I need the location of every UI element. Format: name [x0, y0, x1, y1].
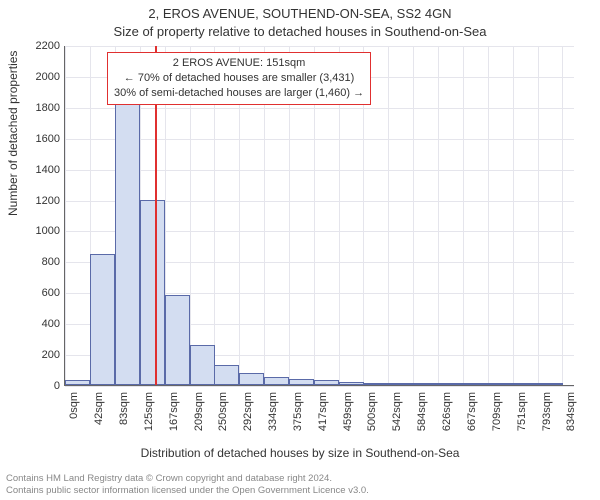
- xtick-label: 584sqm: [416, 392, 428, 431]
- x-axis-label: Distribution of detached houses by size …: [0, 446, 600, 460]
- xtick-label: 417sqm: [317, 392, 329, 431]
- histogram-bar: [190, 345, 215, 385]
- xtick-label: 626sqm: [441, 392, 453, 431]
- gridline-v: [562, 46, 563, 385]
- gridline-v: [388, 46, 389, 385]
- histogram-bar: [165, 295, 190, 385]
- histogram-bar: [65, 380, 90, 385]
- gridline-v: [413, 46, 414, 385]
- callout-line: 2 EROS AVENUE: 151sqm: [114, 56, 364, 71]
- gridline-v: [513, 46, 514, 385]
- histogram-bar: [264, 377, 289, 386]
- ytick-label: 800: [30, 256, 60, 268]
- y-axis-label: Number of detached properties: [6, 51, 20, 216]
- histogram-bar: [463, 383, 488, 385]
- histogram-bar: [214, 365, 239, 385]
- title-sub: Size of property relative to detached ho…: [0, 24, 600, 39]
- xtick-label: 751sqm: [516, 392, 528, 431]
- xtick-label: 667sqm: [466, 392, 478, 431]
- histogram-bar: [289, 379, 314, 385]
- xtick-label: 209sqm: [193, 392, 205, 431]
- xtick-label: 83sqm: [118, 392, 130, 425]
- xtick-label: 42sqm: [93, 392, 105, 425]
- gridline-h: [65, 108, 574, 109]
- gridline-v: [463, 46, 464, 385]
- xtick-label: 375sqm: [292, 392, 304, 431]
- histogram-bar: [140, 200, 165, 385]
- callout-box: 2 EROS AVENUE: 151sqm← 70% of detached h…: [107, 52, 371, 105]
- ytick-label: 1000: [30, 225, 60, 237]
- footer-line: Contains public sector information licen…: [6, 485, 594, 497]
- gridline-v: [538, 46, 539, 385]
- xtick-label: 459sqm: [342, 392, 354, 431]
- histogram-bar: [513, 383, 538, 385]
- histogram-bar: [413, 383, 438, 385]
- callout-line: 30% of semi-detached houses are larger (…: [114, 86, 364, 101]
- xtick-label: 542sqm: [391, 392, 403, 431]
- xtick-label: 167sqm: [168, 392, 180, 431]
- chart-container: 2, EROS AVENUE, SOUTHEND-ON-SEA, SS2 4GN…: [0, 0, 600, 500]
- xtick-label: 793sqm: [541, 392, 553, 431]
- ytick-label: 2000: [30, 71, 60, 83]
- gridline-h: [65, 46, 574, 47]
- xtick-label: 125sqm: [143, 392, 155, 431]
- footer: Contains HM Land Registry data © Crown c…: [6, 473, 594, 497]
- histogram-bar: [339, 382, 364, 385]
- title-main: 2, EROS AVENUE, SOUTHEND-ON-SEA, SS2 4GN: [0, 6, 600, 21]
- xtick-label: 500sqm: [366, 392, 378, 431]
- histogram-bar: [538, 383, 563, 385]
- xtick-label: 709sqm: [491, 392, 503, 431]
- plot-area: 2 EROS AVENUE: 151sqm← 70% of detached h…: [64, 46, 574, 386]
- xtick-label: 834sqm: [565, 392, 577, 431]
- xtick-label: 292sqm: [242, 392, 254, 431]
- ytick-label: 200: [30, 349, 60, 361]
- histogram-bar: [115, 96, 140, 385]
- histogram-bar: [90, 254, 115, 385]
- gridline-v: [65, 46, 66, 385]
- xtick-label: 250sqm: [217, 392, 229, 431]
- ytick-label: 600: [30, 287, 60, 299]
- gridline-h: [65, 386, 574, 387]
- ytick-label: 0: [30, 380, 60, 392]
- xtick-label: 0sqm: [68, 392, 80, 419]
- histogram-bar: [438, 383, 463, 385]
- histogram-bar: [363, 383, 388, 385]
- ytick-label: 2200: [30, 40, 60, 52]
- histogram-bar: [314, 380, 339, 385]
- histogram-bar: [388, 383, 413, 385]
- gridline-v: [488, 46, 489, 385]
- gridline-h: [65, 139, 574, 140]
- ytick-label: 400: [30, 318, 60, 330]
- gridline-v: [438, 46, 439, 385]
- gridline-h: [65, 170, 574, 171]
- callout-line: ← 70% of detached houses are smaller (3,…: [114, 71, 364, 86]
- ytick-label: 1600: [30, 133, 60, 145]
- histogram-bar: [488, 383, 513, 385]
- footer-line: Contains HM Land Registry data © Crown c…: [6, 473, 594, 485]
- ytick-label: 1800: [30, 102, 60, 114]
- ytick-label: 1200: [30, 195, 60, 207]
- ytick-label: 1400: [30, 164, 60, 176]
- xtick-label: 334sqm: [267, 392, 279, 431]
- histogram-bar: [239, 373, 264, 385]
